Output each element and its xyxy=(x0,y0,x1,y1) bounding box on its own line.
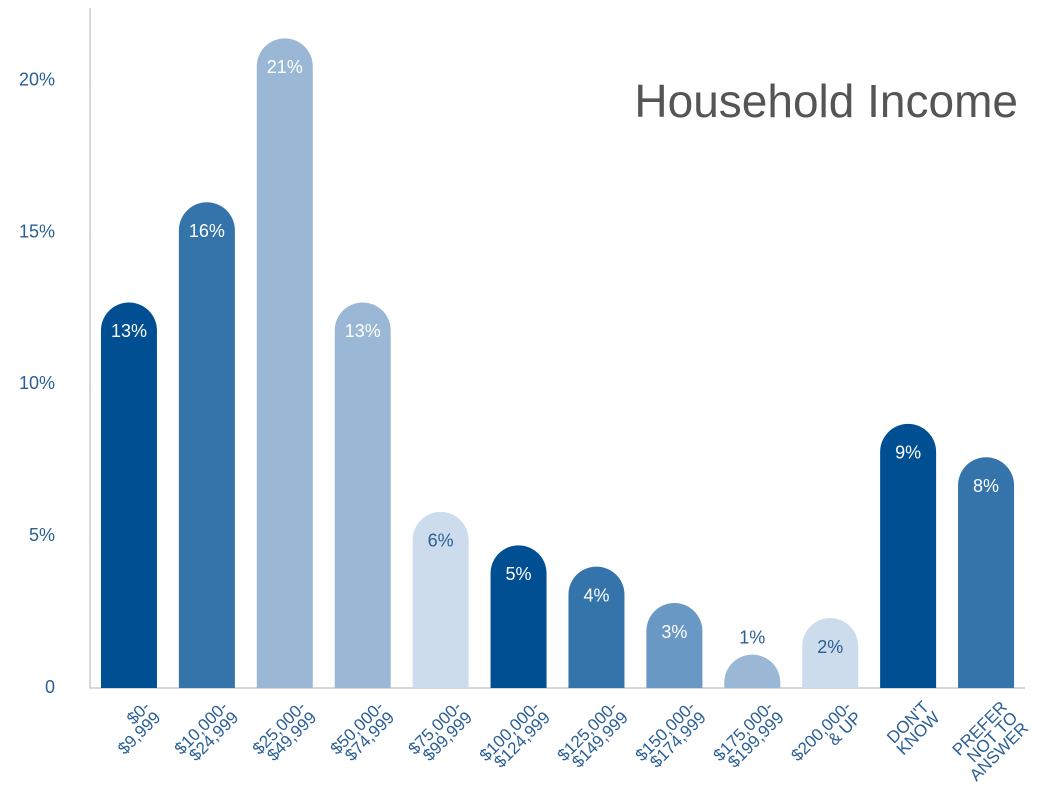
data-label: 6% xyxy=(428,531,454,551)
x-tick-label: $25,000-$49,999 xyxy=(249,697,321,764)
data-label: 21% xyxy=(267,57,303,77)
bar xyxy=(724,654,781,688)
x-tick-label: $10,000-$24,999 xyxy=(171,697,243,764)
y-tick-label: 5% xyxy=(29,525,55,545)
x-tick-label: $50,000-$74,999 xyxy=(327,697,399,764)
bar xyxy=(646,603,703,688)
x-tick-label: $175,000-$199,999 xyxy=(710,697,788,771)
y-tick-label: 10% xyxy=(19,373,55,393)
data-label: 1% xyxy=(739,627,765,647)
bar xyxy=(334,302,391,688)
y-tick-label: 15% xyxy=(19,221,55,241)
chart-title: Household Income xyxy=(634,75,1018,127)
data-label: 3% xyxy=(661,622,687,642)
x-tick-label: $200,000-& UP xyxy=(787,697,865,765)
data-label: 8% xyxy=(973,476,999,496)
bar xyxy=(802,618,859,688)
x-tick-label: $150,000-$174,999 xyxy=(632,697,710,771)
y-tick-label: 20% xyxy=(19,70,55,90)
bar xyxy=(958,457,1015,688)
x-tick-label: $75,000-$99,999 xyxy=(405,697,477,764)
bar xyxy=(100,302,157,688)
x-tick-label: $0-$9,999 xyxy=(114,697,164,758)
y-tick-label: 0 xyxy=(45,677,55,697)
bar xyxy=(412,511,469,688)
data-label: 2% xyxy=(817,637,843,657)
bar xyxy=(568,566,625,688)
x-tick-label: $125,000-$149,999 xyxy=(554,697,632,771)
data-label: 4% xyxy=(583,585,609,605)
data-label: 13% xyxy=(345,321,381,341)
data-label: 5% xyxy=(506,564,532,584)
data-label: 13% xyxy=(111,321,147,341)
data-label: 16% xyxy=(189,221,225,241)
data-label: 9% xyxy=(895,443,921,463)
bar xyxy=(880,423,937,688)
bar xyxy=(178,202,235,689)
bar xyxy=(256,38,313,689)
bar xyxy=(490,545,547,688)
x-tick-label: $100,000-$124,999 xyxy=(476,697,554,771)
